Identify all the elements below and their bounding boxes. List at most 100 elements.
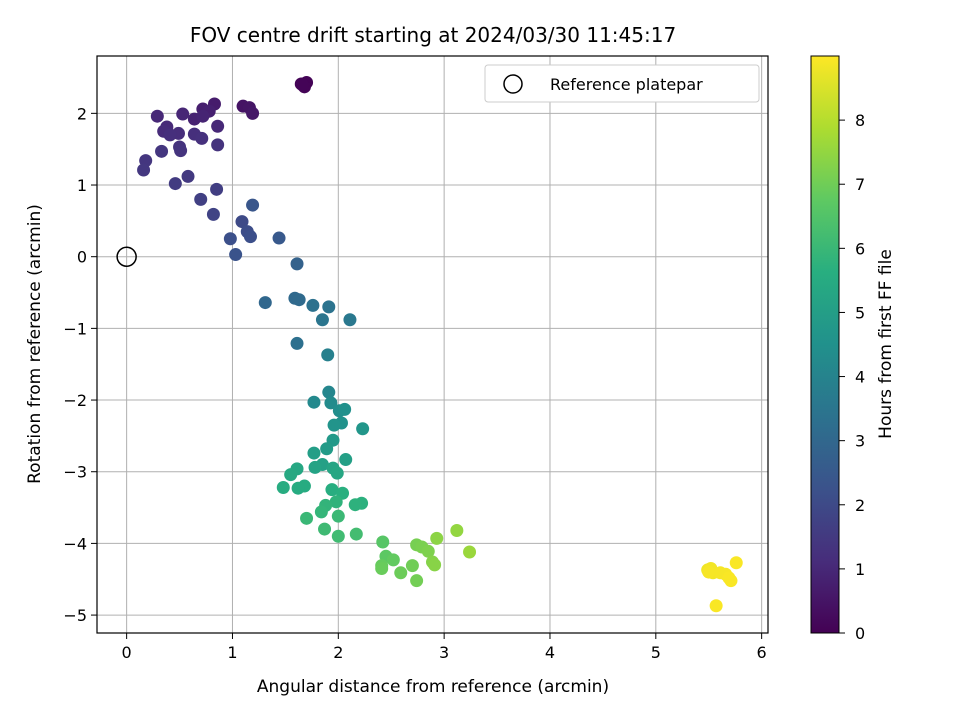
legend-box — [484, 64, 760, 103]
data-point — [290, 336, 304, 350]
data-point — [155, 144, 169, 158]
colorbar-tick-label: 7 — [855, 175, 865, 194]
colorbar-gradient — [810, 55, 840, 634]
x-tick-label: 2 — [333, 643, 343, 662]
data-point — [291, 481, 305, 495]
x-tick-label: 4 — [545, 643, 555, 662]
data-point — [300, 511, 314, 525]
x-tick-label: 6 — [757, 643, 767, 662]
data-point — [194, 192, 208, 206]
data-point — [284, 468, 298, 482]
data-point — [702, 565, 716, 579]
data-point — [339, 453, 353, 467]
data-point — [322, 385, 336, 399]
data-point — [246, 198, 260, 212]
y-tick-label: −5 — [63, 606, 87, 625]
data-point — [195, 131, 209, 145]
data-point — [163, 128, 177, 142]
data-point — [276, 480, 290, 494]
y-tick-label: 0 — [77, 248, 87, 267]
data-point — [348, 498, 362, 512]
colorbar-tick-label: 0 — [855, 624, 865, 643]
colorbar-tick-label: 2 — [855, 496, 865, 515]
data-point — [315, 313, 329, 327]
data-point — [150, 109, 164, 123]
colorbar-tick-label: 3 — [855, 432, 865, 451]
legend: Reference platepar — [484, 64, 760, 103]
y-tick-label: −4 — [63, 534, 87, 553]
data-point — [325, 483, 339, 497]
data-point — [329, 495, 343, 509]
x-tick-label: 0 — [122, 643, 132, 662]
data-point — [450, 524, 464, 538]
data-point — [405, 559, 419, 573]
data-point — [176, 107, 190, 121]
data-point — [210, 182, 224, 196]
data-point — [709, 599, 723, 613]
data-point — [331, 509, 345, 523]
colorbar: 0 1 2 3 4 5 6 7 8 Hours from first FF file — [810, 55, 896, 643]
y-tick-label: −2 — [63, 391, 87, 410]
legend-label: Reference platepar — [550, 75, 703, 94]
data-point — [137, 163, 151, 177]
data-point — [324, 396, 338, 410]
data-point — [320, 442, 334, 456]
reference-platepar-marker — [116, 246, 137, 267]
data-point — [211, 138, 225, 152]
colorbar-tick-label: 1 — [855, 560, 865, 579]
data-points — [137, 76, 743, 613]
data-point — [376, 535, 390, 549]
data-point — [321, 348, 335, 362]
x-tick-label: 3 — [439, 643, 449, 662]
colorbar-tick-label: 5 — [855, 303, 865, 322]
data-point — [327, 418, 341, 432]
plot-grid — [97, 56, 768, 633]
x-axis-ticks: 0 1 2 3 4 5 6 — [122, 633, 767, 662]
data-point — [338, 402, 352, 416]
data-point — [724, 574, 738, 588]
data-point — [290, 257, 304, 271]
data-point — [272, 231, 286, 245]
legend-marker — [503, 74, 523, 94]
data-point — [330, 466, 344, 480]
colorbar-tick-label: 6 — [855, 239, 865, 258]
data-point — [174, 144, 188, 158]
y-tick-label: 1 — [77, 176, 87, 195]
y-tick-label: −1 — [63, 319, 87, 338]
x-tick-label: 1 — [227, 643, 237, 662]
data-point — [463, 545, 477, 559]
y-tick-label: −3 — [63, 463, 87, 482]
data-point — [307, 395, 321, 409]
data-point — [307, 446, 321, 460]
data-point — [729, 556, 743, 570]
data-point — [410, 574, 424, 588]
data-point — [223, 232, 237, 246]
data-point — [322, 300, 336, 314]
colorbar-label: Hours from first FF file — [876, 249, 896, 439]
data-point — [428, 558, 442, 572]
data-point — [295, 78, 309, 92]
data-point — [308, 460, 322, 474]
data-point — [206, 207, 220, 221]
colorbar-tick-label: 8 — [855, 111, 865, 130]
data-point — [246, 106, 260, 120]
plot-frame — [96, 55, 769, 634]
data-point — [292, 293, 306, 307]
data-point — [168, 177, 182, 191]
data-point — [258, 296, 272, 310]
y-axis-ticks: −5 −4 −3 −2 −1 0 1 2 — [63, 104, 97, 625]
data-point — [318, 522, 332, 536]
data-point — [306, 298, 320, 312]
data-point — [349, 527, 363, 541]
colorbar-ticks: 0 1 2 3 4 5 6 7 8 — [839, 111, 865, 643]
x-tick-label: 5 — [651, 643, 661, 662]
data-point — [235, 215, 249, 229]
data-point — [229, 248, 243, 262]
y-tick-label: 2 — [77, 104, 87, 123]
data-point — [394, 566, 408, 580]
data-point — [430, 531, 444, 545]
data-point — [211, 119, 225, 133]
data-point — [421, 544, 435, 558]
data-point — [314, 505, 328, 519]
